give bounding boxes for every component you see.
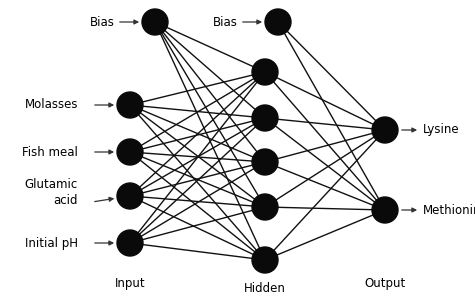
Text: Lysine: Lysine [423, 123, 460, 136]
Circle shape [252, 105, 278, 131]
Text: Input: Input [114, 277, 145, 290]
Circle shape [117, 139, 143, 165]
Circle shape [117, 183, 143, 209]
Circle shape [117, 230, 143, 256]
Text: Bias: Bias [90, 15, 115, 29]
Text: Glutamic
acid: Glutamic acid [25, 179, 78, 207]
Text: Methionine: Methionine [423, 204, 475, 217]
Circle shape [252, 149, 278, 175]
Circle shape [252, 247, 278, 273]
Circle shape [372, 197, 398, 223]
Text: Molasses: Molasses [25, 99, 78, 111]
Text: Fish meal: Fish meal [22, 145, 78, 159]
Circle shape [252, 194, 278, 220]
Circle shape [265, 9, 291, 35]
Text: Initial pH: Initial pH [25, 237, 78, 249]
Text: Output: Output [364, 277, 406, 290]
Text: Hidden: Hidden [244, 282, 286, 295]
Circle shape [142, 9, 168, 35]
Circle shape [117, 92, 143, 118]
Circle shape [252, 59, 278, 85]
Circle shape [372, 117, 398, 143]
Text: Bias: Bias [213, 15, 238, 29]
